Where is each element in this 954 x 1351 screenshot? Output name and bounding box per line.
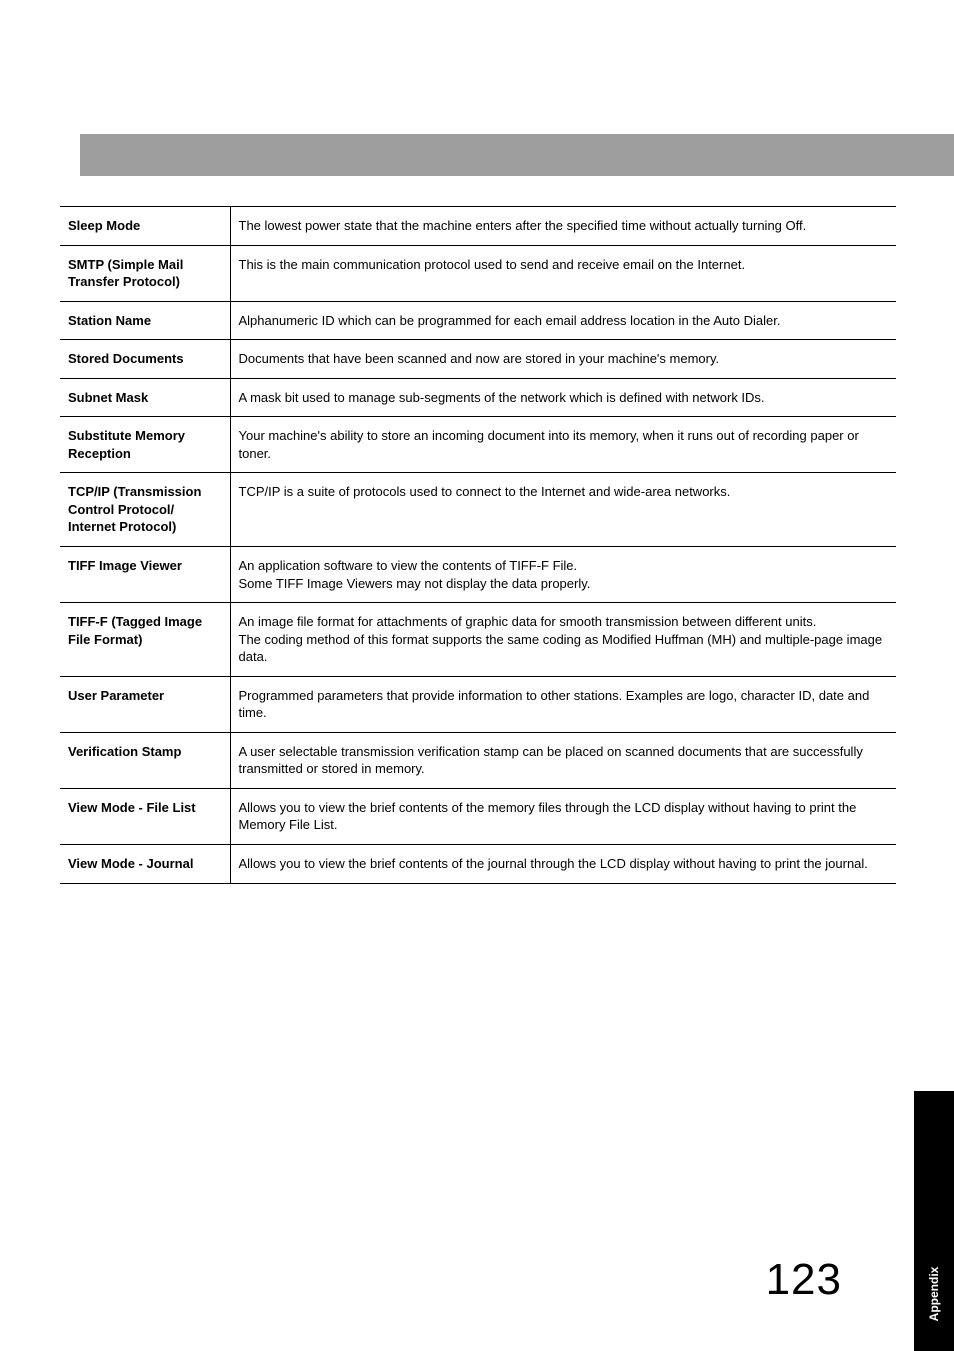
glossary-table-body: Sleep ModeThe lowest power state that th… (60, 207, 896, 884)
glossary-definition: Allows you to view the brief contents of… (230, 788, 896, 844)
glossary-definition: A mask bit used to manage sub-segments o… (230, 378, 896, 417)
table-row: Verification StampA user selectable tran… (60, 732, 896, 788)
glossary-definition: This is the main communication protocol … (230, 245, 896, 301)
glossary-definition: Alphanumeric ID which can be programmed … (230, 301, 896, 340)
glossary-term: Verification Stamp (60, 732, 230, 788)
side-tab-label: Appendix (927, 1267, 941, 1322)
glossary-term: TIFF-F (Tagged Image File Format) (60, 603, 230, 677)
table-row: Sleep ModeThe lowest power state that th… (60, 207, 896, 246)
glossary-term: TIFF Image Viewer (60, 547, 230, 603)
table-row: Substitute Memory ReceptionYour machine'… (60, 417, 896, 473)
side-tab: Appendix (914, 1091, 954, 1351)
glossary-term: View Mode - Journal (60, 845, 230, 884)
table-row: TCP/IP (Transmission Control Protocol/ I… (60, 473, 896, 547)
glossary-term: SMTP (Simple Mail Transfer Protocol) (60, 245, 230, 301)
table-row: Subnet MaskA mask bit used to manage sub… (60, 378, 896, 417)
table-row: User ParameterProgrammed parameters that… (60, 676, 896, 732)
header-band (80, 134, 954, 176)
glossary-definition: Allows you to view the brief contents of… (230, 845, 896, 884)
glossary-definition: Your machine's ability to store an incom… (230, 417, 896, 473)
glossary-definition: Documents that have been scanned and now… (230, 340, 896, 379)
table-row: View Mode - JournalAllows you to view th… (60, 845, 896, 884)
glossary-term: User Parameter (60, 676, 230, 732)
table-row: TIFF Image ViewerAn application software… (60, 547, 896, 603)
glossary-definition: An application software to view the cont… (230, 547, 896, 603)
glossary-definition: A user selectable transmission verificat… (230, 732, 896, 788)
glossary-definition: The lowest power state that the machine … (230, 207, 896, 246)
table-row: View Mode - File ListAllows you to view … (60, 788, 896, 844)
table-row: Stored DocumentsDocuments that have been… (60, 340, 896, 379)
table-row: Station NameAlphanumeric ID which can be… (60, 301, 896, 340)
glossary-definition: An image file format for attachments of … (230, 603, 896, 677)
glossary-definition: TCP/IP is a suite of protocols used to c… (230, 473, 896, 547)
glossary-term: Station Name (60, 301, 230, 340)
glossary-term: Subnet Mask (60, 378, 230, 417)
table-row: TIFF-F (Tagged Image File Format)An imag… (60, 603, 896, 677)
table-row: SMTP (Simple Mail Transfer Protocol)This… (60, 245, 896, 301)
glossary-term: View Mode - File List (60, 788, 230, 844)
page: Sleep ModeThe lowest power state that th… (0, 0, 954, 1351)
page-number: 123 (766, 1255, 842, 1305)
glossary-term: Substitute Memory Reception (60, 417, 230, 473)
glossary-definition: Programmed parameters that provide infor… (230, 676, 896, 732)
glossary-term: Stored Documents (60, 340, 230, 379)
glossary-term: Sleep Mode (60, 207, 230, 246)
glossary-table: Sleep ModeThe lowest power state that th… (60, 206, 896, 884)
glossary-term: TCP/IP (Transmission Control Protocol/ I… (60, 473, 230, 547)
